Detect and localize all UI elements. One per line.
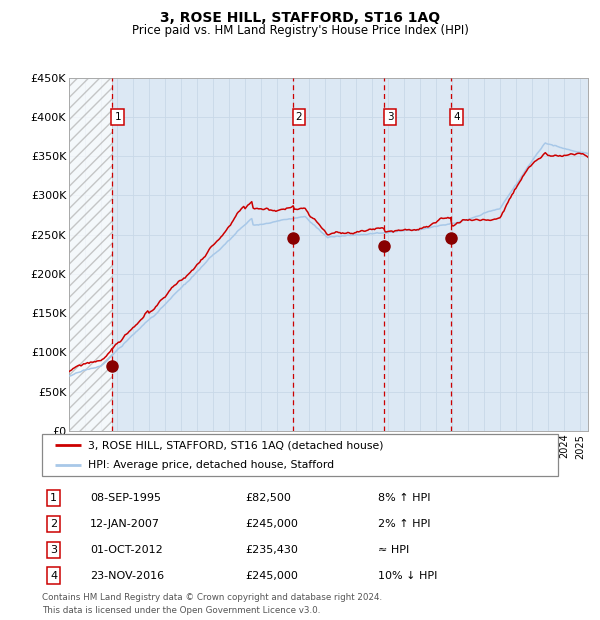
Text: 23-NOV-2016: 23-NOV-2016 [90, 570, 164, 580]
Text: 1: 1 [50, 493, 57, 503]
Text: 12-JAN-2007: 12-JAN-2007 [90, 519, 160, 529]
Text: Price paid vs. HM Land Registry's House Price Index (HPI): Price paid vs. HM Land Registry's House … [131, 24, 469, 37]
Text: 2: 2 [50, 519, 58, 529]
Text: 1: 1 [115, 112, 121, 122]
Text: 10% ↓ HPI: 10% ↓ HPI [379, 570, 438, 580]
Text: Contains HM Land Registry data © Crown copyright and database right 2024.
This d: Contains HM Land Registry data © Crown c… [42, 593, 382, 615]
Text: 2% ↑ HPI: 2% ↑ HPI [379, 519, 431, 529]
Text: 3, ROSE HILL, STAFFORD, ST16 1AQ: 3, ROSE HILL, STAFFORD, ST16 1AQ [160, 11, 440, 25]
Text: 3, ROSE HILL, STAFFORD, ST16 1AQ (detached house): 3, ROSE HILL, STAFFORD, ST16 1AQ (detach… [88, 440, 384, 450]
FancyBboxPatch shape [42, 434, 558, 476]
Text: HPI: Average price, detached house, Stafford: HPI: Average price, detached house, Staf… [88, 460, 335, 470]
Text: 4: 4 [453, 112, 460, 122]
Text: 3: 3 [387, 112, 394, 122]
Text: ≈ HPI: ≈ HPI [379, 544, 410, 555]
Text: 4: 4 [50, 570, 58, 580]
Text: 3: 3 [50, 544, 57, 555]
Text: £245,000: £245,000 [245, 519, 298, 529]
Text: £235,430: £235,430 [245, 544, 298, 555]
Text: £82,500: £82,500 [245, 493, 291, 503]
Bar [69, 78, 112, 431]
Text: £245,000: £245,000 [245, 570, 298, 580]
Text: 01-OCT-2012: 01-OCT-2012 [90, 544, 163, 555]
Text: 8% ↑ HPI: 8% ↑ HPI [379, 493, 431, 503]
Text: 08-SEP-1995: 08-SEP-1995 [90, 493, 161, 503]
Text: 2: 2 [296, 112, 302, 122]
